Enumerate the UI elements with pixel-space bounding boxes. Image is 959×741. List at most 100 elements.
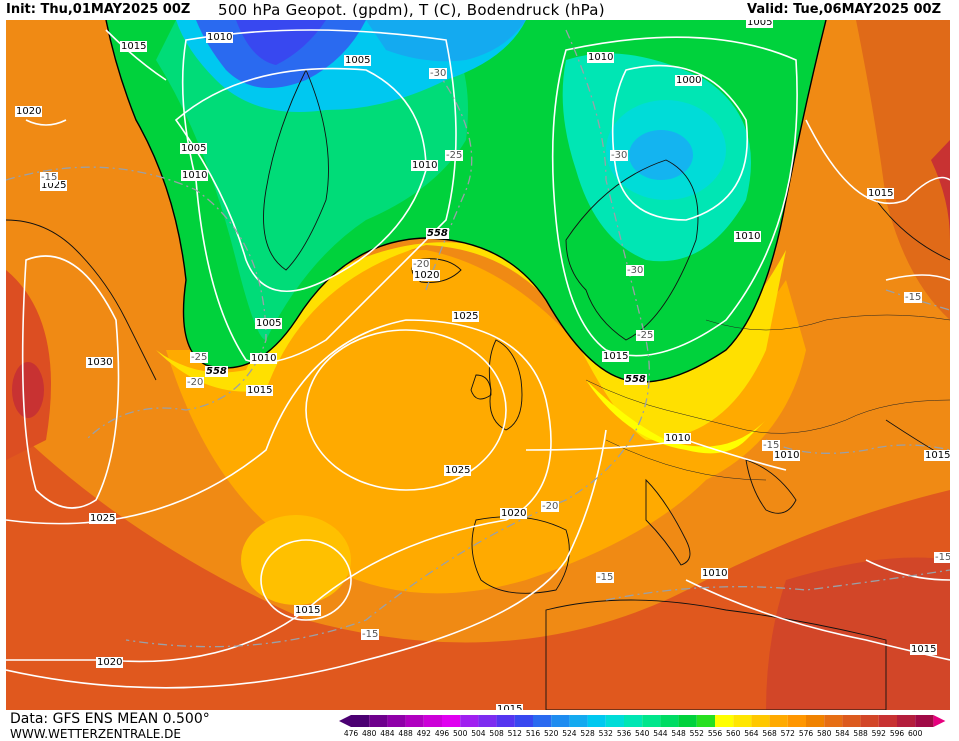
legend-swatch xyxy=(496,715,515,727)
legend-swatch xyxy=(842,715,861,727)
legend-swatch xyxy=(878,715,897,727)
pressure-label: 1000 xyxy=(675,75,703,86)
legend-label: 572 xyxy=(781,729,796,738)
legend-label: 552 xyxy=(690,729,705,738)
north-africa-coast xyxy=(545,599,887,710)
legend-label: 564 xyxy=(744,729,759,738)
pressure-label: 1010 xyxy=(734,231,762,242)
temperature-label: -30 xyxy=(429,68,448,79)
legend-swatch xyxy=(897,715,916,727)
legend-label: 528 xyxy=(580,729,595,738)
temperature-label: -30 xyxy=(626,265,645,276)
legend-label: 508 xyxy=(489,729,504,738)
temperature-label: -15 xyxy=(361,629,380,640)
pressure-label: 1015 xyxy=(246,385,274,396)
legend-swatch xyxy=(533,715,552,727)
isotherm-central xyxy=(125,29,650,648)
temperature-label: -15 xyxy=(934,552,950,563)
pressure-labels: 1010 1015 1005 1020 1005 1010 1025 1010 … xyxy=(6,20,950,710)
legend-swatch xyxy=(624,715,643,727)
legend-label: 524 xyxy=(562,729,577,738)
init-time: Init: Thu,01MAY2025 00Z xyxy=(6,2,191,17)
isobar-1030-west xyxy=(21,255,120,509)
legend-swatch xyxy=(369,715,388,727)
legend-swatches xyxy=(339,715,946,727)
legend-swatch xyxy=(642,715,661,727)
legend-swatch xyxy=(423,715,442,727)
color-scale-legend: 476 480 484 488 492 496 500 504 508 512 516 520 524 5… xyxy=(339,715,946,738)
valid-time: Valid: Tue,06MAY2025 00Z xyxy=(747,2,941,17)
italy-coast xyxy=(645,478,691,566)
legend-arrow-left xyxy=(339,715,351,727)
isotherm-south xyxy=(605,569,950,601)
yellow-band-central-europe xyxy=(586,380,766,454)
pressure-label: 1020 xyxy=(96,657,124,668)
geopotential-label: 558 xyxy=(426,228,449,239)
pressure-label: 1015 xyxy=(924,450,950,461)
temperature-label: -20 xyxy=(186,377,205,388)
legend-swatch xyxy=(405,715,424,727)
russia-coast xyxy=(875,199,950,261)
map-title: 500 hPa Geopot. (gpdm), T (C), Bodendruc… xyxy=(218,1,605,19)
isobar-east xyxy=(885,274,950,281)
pressure-label: 1020 xyxy=(413,270,441,281)
isobar-1015-center xyxy=(260,539,352,621)
isobar-1015-northwest xyxy=(105,29,167,81)
pressure-label: 1025 xyxy=(40,180,68,191)
legend-label: 504 xyxy=(471,729,486,738)
legend-label: 560 xyxy=(726,729,741,738)
isobar-1020-south xyxy=(6,429,607,689)
britain-coast xyxy=(488,339,523,431)
north-america-coast xyxy=(6,219,157,381)
legend-label: 480 xyxy=(362,729,377,738)
pressure-label: 1030 xyxy=(86,357,114,368)
legend-swatch xyxy=(605,715,624,727)
temperature-labels: -30 -25 -30 -15 -20 -30 -25 -25 -20 -15 … xyxy=(6,20,950,710)
legend-swatch xyxy=(678,715,697,727)
website-link[interactable]: WWW.WETTERZENTRALE.DE xyxy=(10,727,181,741)
legend-label: 492 xyxy=(417,729,432,738)
greenland-coast xyxy=(263,68,329,271)
isobar-1005-scandinavia xyxy=(551,36,798,357)
pressure-label: 1005 xyxy=(255,318,283,329)
data-source: Data: GFS ENS MEAN 0.500° xyxy=(10,711,210,727)
pressure-label: 1020 xyxy=(500,508,528,519)
country-borders xyxy=(585,314,950,481)
legend-label: 476 xyxy=(344,729,359,738)
balkans-coast xyxy=(745,459,797,514)
warm-northeast-field xyxy=(856,20,950,320)
temperature-label: -15 xyxy=(904,292,923,303)
isotherm-west xyxy=(6,166,267,441)
pressure-label: 1015 xyxy=(910,644,938,655)
legend-label: 588 xyxy=(853,729,868,738)
pressure-label: 1005 xyxy=(746,20,774,28)
legend-label: 496 xyxy=(435,729,450,738)
temperature-label: -15 xyxy=(762,440,781,451)
pressure-label: 1015 xyxy=(602,351,630,362)
pressure-label: 1025 xyxy=(89,513,117,524)
pressure-label: 1010 xyxy=(587,52,615,63)
legend-swatch xyxy=(824,715,843,727)
legend-label: 536 xyxy=(617,729,632,738)
legend-label: 568 xyxy=(762,729,777,738)
scandinavia-coast xyxy=(565,159,699,341)
pressure-label: 1010 xyxy=(411,160,439,171)
legend-label: 520 xyxy=(544,729,559,738)
legend-swatch xyxy=(478,715,497,727)
legend-labels: 476 480 484 488 492 496 500 504 508 512 516 520 524 5… xyxy=(344,729,923,738)
legend-label: 580 xyxy=(817,729,832,738)
legend-label: 592 xyxy=(872,729,887,738)
pressure-label: 1010 xyxy=(773,450,801,461)
temperature-label: -25 xyxy=(636,330,655,341)
isobar-1005-greenland xyxy=(174,67,427,293)
pressure-label: 1020 xyxy=(15,106,43,117)
legend-swatch xyxy=(569,715,588,727)
pressure-label: 1015 xyxy=(867,188,895,199)
pressure-label: 1025 xyxy=(452,311,480,322)
legend-swatch xyxy=(751,715,770,727)
ridge-center xyxy=(241,515,351,605)
legend-label: 548 xyxy=(671,729,686,738)
pressure-label: 1010 xyxy=(250,353,278,364)
legend-swatch xyxy=(660,715,679,727)
legend-swatch xyxy=(696,715,715,727)
